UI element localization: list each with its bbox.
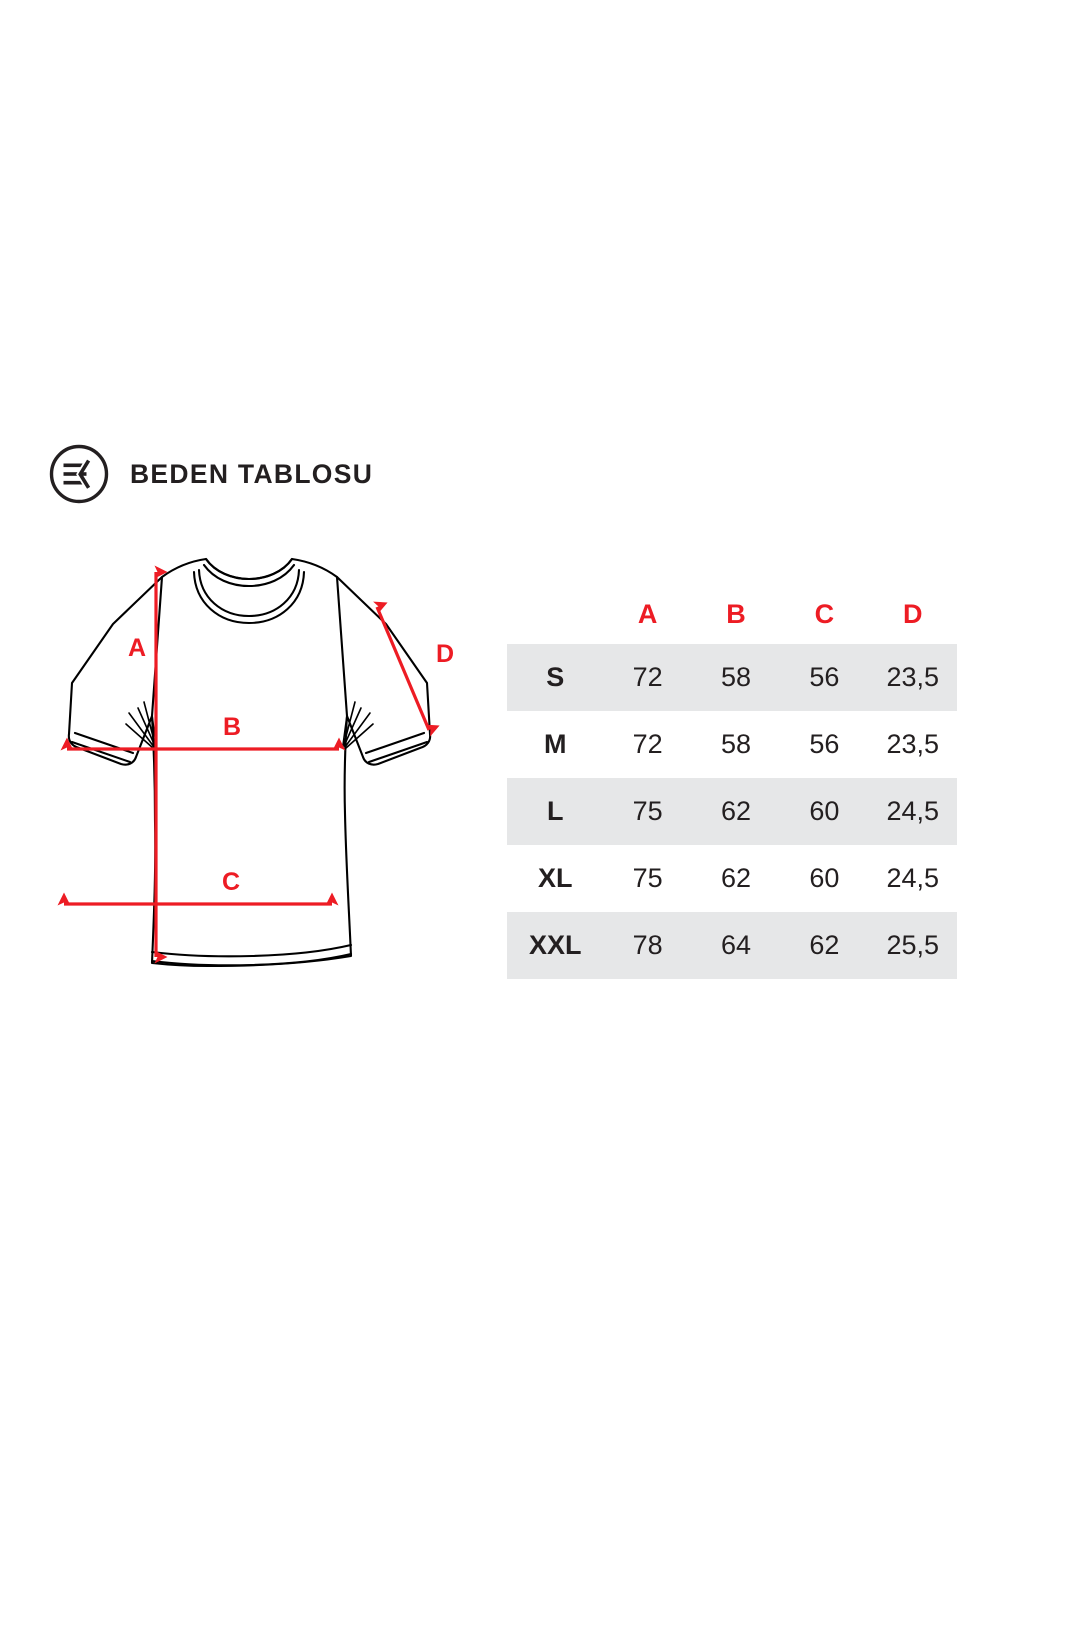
column-header-a: A — [603, 596, 692, 644]
row-value-b: 58 — [691, 711, 781, 778]
page-title: BEDEN TABLOSU — [130, 458, 374, 489]
column-header-size — [507, 596, 604, 644]
row-value-d: 25,5 — [868, 912, 957, 979]
measure-label-c: C — [222, 868, 240, 896]
table-row: M 72 58 56 23,5 — [507, 711, 957, 778]
measure-label-b: B — [223, 713, 241, 741]
column-header-c: C — [780, 596, 869, 644]
brand-header: BEDEN TABLOSU — [48, 443, 373, 505]
row-value-c: 60 — [780, 845, 869, 912]
column-header-b: B — [691, 596, 781, 644]
measure-label-d: D — [436, 640, 454, 668]
size-chart-table: A B C D S 72 58 56 23,5 M 72 58 — [507, 596, 957, 979]
row-value-c: 62 — [780, 912, 869, 979]
row-value-d: 23,5 — [868, 644, 957, 711]
ze-monogram-logo-icon — [48, 443, 110, 505]
measure-arrow-b: B — [60, 713, 346, 751]
table-row: XL 75 62 60 24,5 — [507, 845, 957, 912]
row-value-c: 56 — [780, 644, 869, 711]
measure-arrow-c: C — [57, 868, 339, 906]
table-header-row: A B C D — [507, 596, 957, 644]
row-value-a: 78 — [603, 912, 692, 979]
measure-label-a: A — [128, 634, 146, 662]
row-value-a: 75 — [603, 845, 692, 912]
row-size-label: S — [507, 644, 604, 711]
row-size-label: L — [507, 778, 604, 845]
table-row: XXL 78 64 62 25,5 — [507, 912, 957, 979]
table-row: L 75 62 60 24,5 — [507, 778, 957, 845]
row-value-b: 64 — [691, 912, 781, 979]
row-value-d: 24,5 — [868, 778, 957, 845]
table-row: S 72 58 56 23,5 — [507, 644, 957, 711]
row-value-d: 23,5 — [868, 711, 957, 778]
row-value-c: 56 — [780, 711, 869, 778]
t-shirt-measurement-diagram: A B C D — [34, 552, 474, 1012]
row-value-a: 75 — [603, 778, 692, 845]
row-value-a: 72 — [603, 644, 692, 711]
row-value-b: 62 — [691, 778, 781, 845]
row-value-b: 58 — [691, 644, 781, 711]
row-size-label: XXL — [507, 912, 604, 979]
row-value-b: 62 — [691, 845, 781, 912]
row-value-c: 60 — [780, 778, 869, 845]
row-value-d: 24,5 — [868, 845, 957, 912]
measure-arrow-d: D — [373, 601, 454, 737]
row-value-a: 72 — [603, 711, 692, 778]
row-size-label: M — [507, 711, 604, 778]
column-header-d: D — [868, 596, 957, 644]
measure-arrow-a: A — [128, 565, 168, 964]
row-size-label: XL — [507, 845, 604, 912]
